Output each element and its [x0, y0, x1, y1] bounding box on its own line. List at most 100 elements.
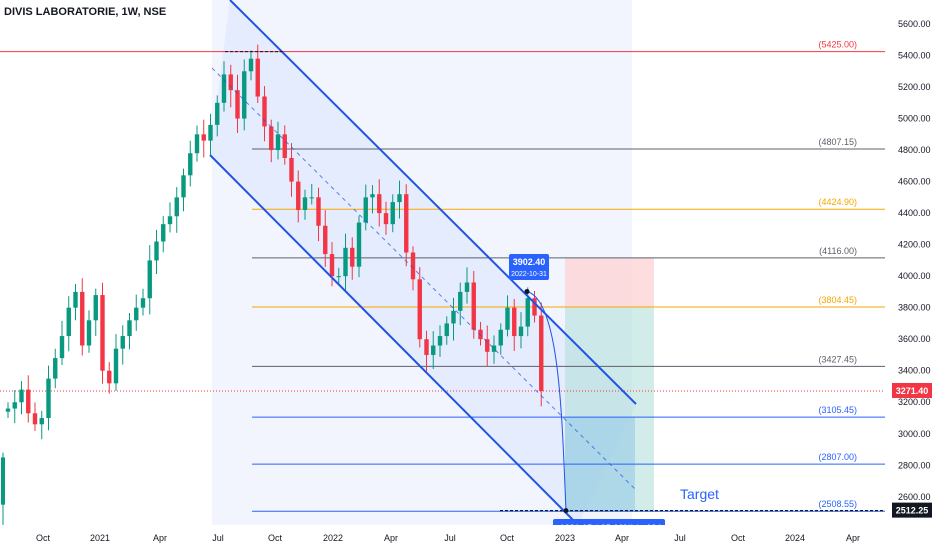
price-tick-label: 5400.00 [898, 51, 931, 61]
candle-body [154, 241, 159, 261]
candle-body [478, 329, 483, 340]
candle-body [390, 202, 395, 225]
candle-body [140, 298, 146, 308]
level-label: (3427.45) [818, 354, 857, 364]
candle-body [518, 326, 524, 337]
candle-body [282, 134, 287, 158]
candle-body [329, 254, 335, 277]
candle-body [221, 74, 227, 103]
candle-body [262, 96, 267, 127]
time-tick-label: Oct [36, 533, 51, 543]
candle-body [485, 339, 490, 352]
time-tick-label: Oct [731, 533, 746, 543]
time-tick-label: Jul [212, 533, 224, 543]
candle-body [512, 307, 517, 337]
plot-area[interactable] [0, 0, 885, 525]
candle-body [309, 197, 314, 199]
candle-body [161, 224, 166, 242]
target-price-tag [892, 502, 932, 518]
level-label: (4424.90) [818, 197, 857, 207]
candle-body [336, 276, 341, 278]
candle-body [208, 124, 213, 141]
price-tick-label: 3600.00 [898, 334, 931, 344]
candle-body [350, 247, 355, 267]
candle-body [127, 320, 132, 337]
channel-mid-line [211, 67, 637, 491]
candle-body [188, 153, 193, 176]
candle-body [451, 310, 456, 324]
channel-lower-line [209, 154, 579, 526]
time-tick-label: Apr [153, 533, 167, 543]
level-label: (5425.00) [818, 40, 857, 50]
pivot-callout-price: 3902.40 [513, 257, 546, 267]
candle-body [444, 323, 449, 337]
price-axis[interactable]: 5600.00 5400.00 5200.00 5000.00 4800.00 4600.… [890, 0, 932, 525]
price-tick-label: 3200.00 [898, 397, 931, 407]
candle-body [424, 339, 429, 355]
candle-body [59, 336, 65, 359]
pivot-callout-date: 2022-10-31 [511, 271, 547, 278]
candle-body [525, 298, 530, 327]
candle-body [302, 197, 308, 210]
candle-body [201, 134, 206, 141]
candle-body [539, 315, 544, 392]
channel-upper-line [229, 0, 637, 405]
candle-body [248, 58, 254, 72]
current-price-tag-text: 3271.40 [896, 386, 929, 396]
candle-body [120, 336, 125, 349]
time-tick-label: Apr [846, 533, 860, 543]
candle-body [323, 225, 328, 255]
candle-body [46, 378, 51, 418]
candle-body [532, 298, 537, 316]
time-axis[interactable]: Oct 2021 Apr Jul Oct 2022 Apr Jul Oct 2023 Apr Jul O… [0, 525, 932, 550]
candle-body [32, 413, 38, 425]
level-label: (2508.55) [818, 499, 857, 509]
level-label: (3804.45) [818, 295, 857, 305]
channel-fill [210, 0, 636, 525]
candle-body [437, 336, 443, 346]
projection-curve [526, 291, 567, 511]
time-axis-bg [0, 525, 932, 550]
pivot-callout-box [509, 254, 549, 280]
candle-body [5, 408, 11, 412]
candle-body [296, 181, 301, 210]
candle-body [370, 194, 375, 198]
candle-body [147, 260, 152, 299]
price-tick-label: 5200.00 [898, 82, 931, 92]
candle-body [431, 345, 436, 355]
symbol-title: DIVIS LABORATORIE, 1W, NSE [4, 6, 167, 18]
target-price-tag-text: 2512.25 [896, 506, 929, 516]
time-tick-label: Jul [674, 533, 686, 543]
price-tick-label: 2800.00 [898, 460, 931, 470]
time-tick-label: Apr [615, 533, 629, 543]
price-tick-label: 2600.00 [898, 492, 931, 502]
time-tick-label: 2024 [785, 533, 805, 543]
time-tick-label: Oct [500, 533, 515, 543]
candle-body [53, 358, 58, 379]
candle-body [26, 389, 31, 414]
candle-body [194, 134, 200, 154]
candle-body [113, 348, 119, 384]
candle-body [343, 247, 348, 277]
candle-body [498, 329, 503, 346]
candle-body [255, 58, 260, 97]
price-axis-bg [890, 0, 932, 525]
candle-body [383, 213, 389, 225]
time-tick-label: Jul [444, 533, 456, 543]
candle-body [316, 197, 321, 226]
price-tick-label: 4400.00 [898, 208, 931, 218]
candle-body [174, 197, 179, 217]
time-tick-label: Oct [268, 533, 283, 543]
level-label: (4807.15) [818, 137, 857, 147]
candle-body [410, 252, 416, 280]
time-tick-label: Apr [384, 533, 398, 543]
price-tick-label: 4600.00 [898, 177, 931, 187]
candle-body [491, 345, 497, 352]
candle-body [363, 197, 368, 223]
price-tick-label: 3000.00 [898, 429, 931, 439]
level-label: (3105.45) [818, 405, 857, 415]
candle-body [275, 134, 281, 151]
candle-body [269, 126, 274, 151]
